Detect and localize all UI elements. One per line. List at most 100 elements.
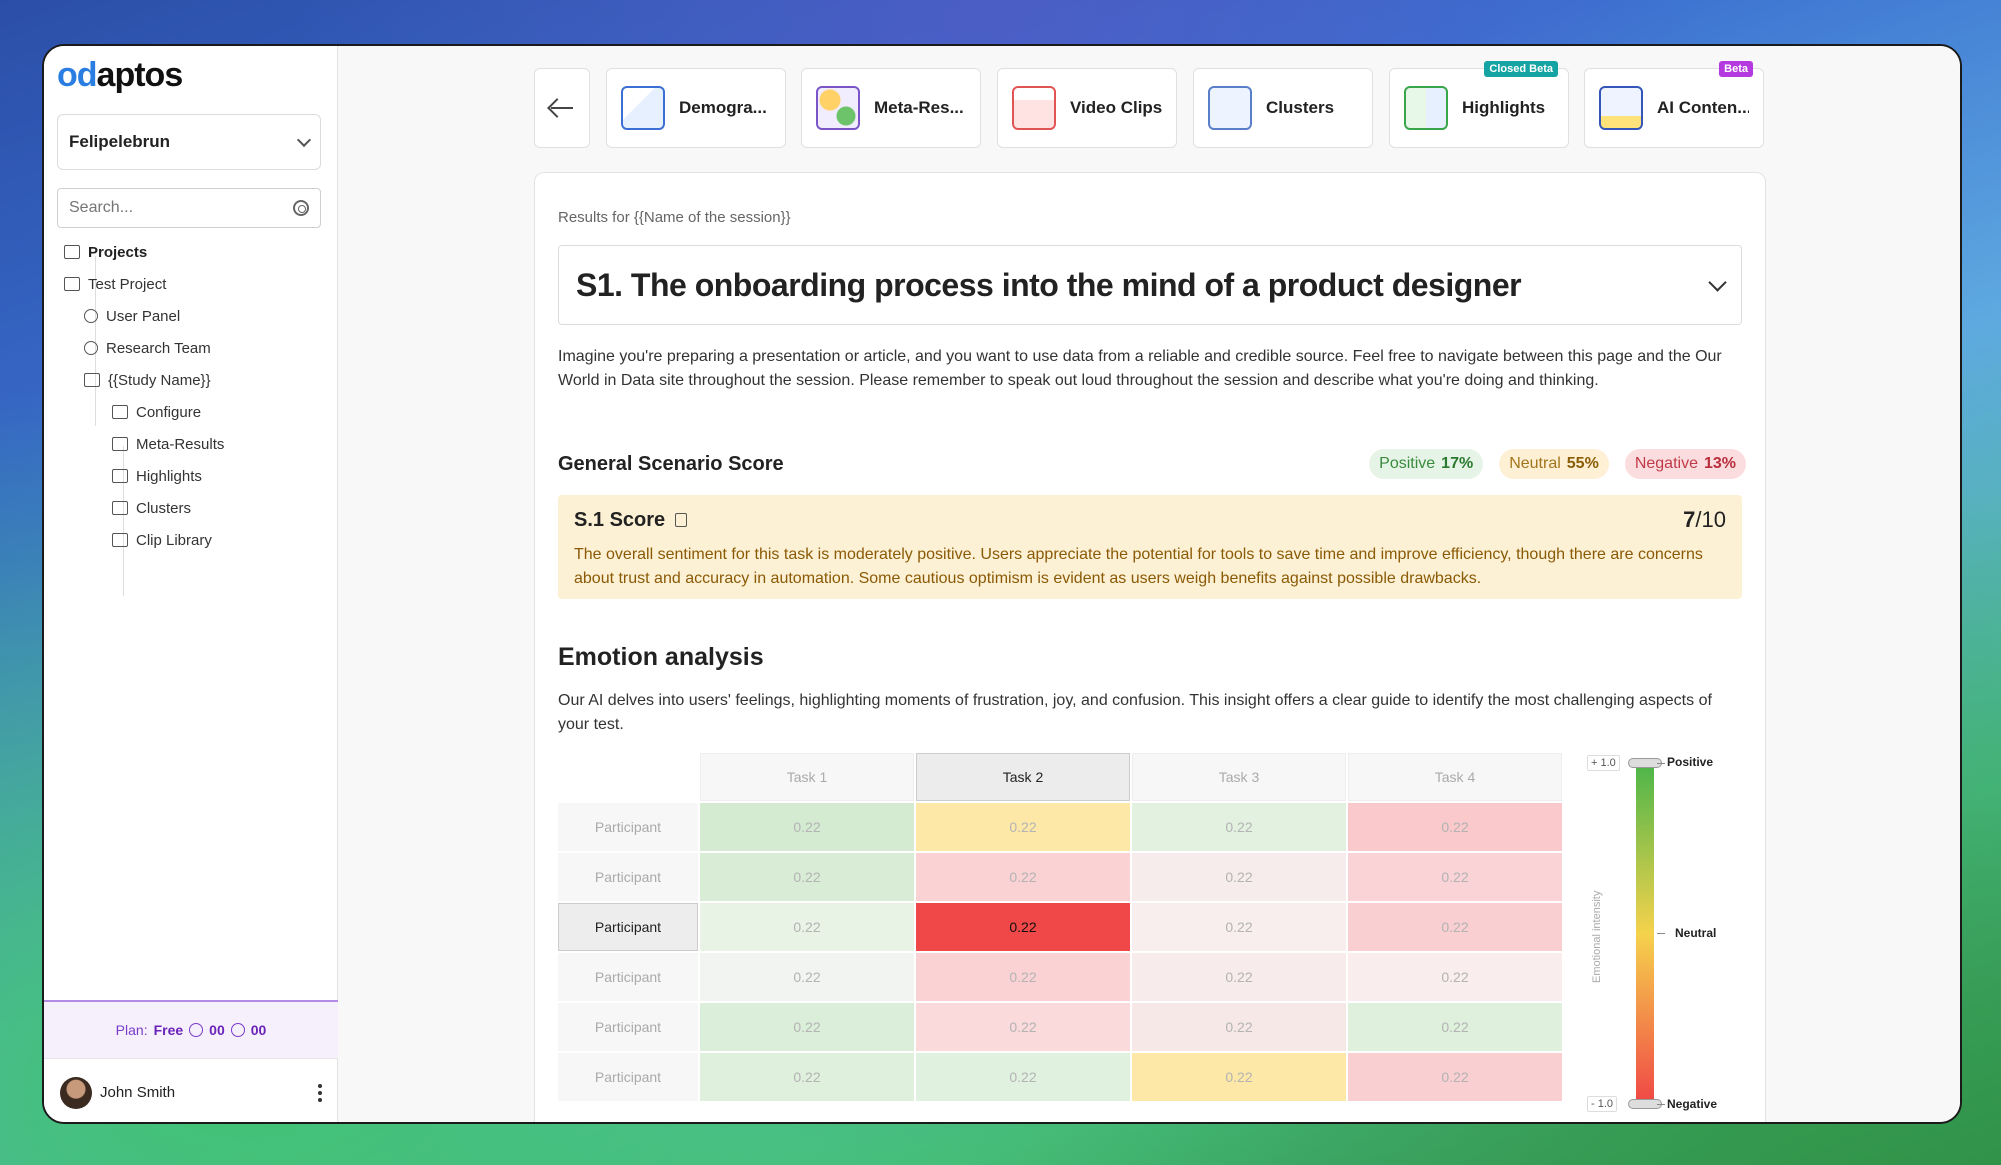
heatmap-cell[interactable]: 0.22 [916, 803, 1130, 851]
score-value: 7/10 [1683, 507, 1726, 533]
tab-label: Highlights [1462, 98, 1546, 117]
logo-part-od: od [57, 56, 98, 94]
clip-library-icon [112, 533, 128, 547]
sidebar-item-clip-library[interactable]: Clip Library [44, 524, 338, 556]
sidebar-item-label: Projects [88, 243, 148, 261]
heatmap-cell[interactable]: 0.22 [700, 953, 914, 1001]
scenario-title: S1. The onboarding process into the mind… [576, 266, 1522, 303]
user-panel-icon [84, 309, 98, 323]
sidebar-item-highlights[interactable]: Highlights [44, 460, 338, 492]
heatmap-cell[interactable]: 0.22 [916, 853, 1130, 901]
heatmap-cell[interactable]: 0.22 [916, 1003, 1130, 1051]
search-box[interactable] [57, 188, 321, 228]
results-for-label: Results for {{Name of the session}} [558, 209, 791, 226]
score-card: S.1 Score 7/10 The overall sentiment for… [558, 495, 1742, 599]
sidebar-item-clusters[interactable]: Clusters [44, 492, 338, 524]
sidebar-item-projects[interactable]: Projects [44, 236, 338, 268]
neutral-value: 55% [1566, 455, 1599, 472]
heatmap-cell[interactable]: 0.22 [1348, 1003, 1562, 1051]
heatmap-cell[interactable]: 0.22 [1132, 953, 1346, 1001]
heatmap-task-header[interactable]: Task 3 [1132, 753, 1346, 801]
main-area: Demogra... Meta-Res... Video Clips Clust… [338, 46, 1960, 1122]
search-input[interactable] [69, 199, 269, 217]
heatmap-participant-label[interactable]: Participant [558, 903, 698, 951]
scenario-selector[interactable]: S1. The onboarding process into the mind… [558, 245, 1742, 325]
heatmap-cell[interactable]: 0.22 [1348, 1053, 1562, 1101]
heatmap-cell[interactable]: 0.22 [700, 903, 914, 951]
sidebar-item-test-project[interactable]: Test Project [44, 268, 338, 300]
heatmap-cell[interactable]: 0.22 [1132, 803, 1346, 851]
heatmap-participant-label[interactable]: Participant [558, 1003, 698, 1051]
heatmap-cell[interactable]: 0.22 [1132, 1053, 1346, 1101]
sidebar-item-study[interactable]: {{Study Name}} [44, 364, 338, 396]
plan-label: Plan: [115, 1022, 148, 1038]
negative-pill: Negative 13% [1624, 449, 1746, 479]
negative-label: Negative [1634, 455, 1698, 472]
neutral-label: Neutral [1509, 455, 1561, 472]
heatmap-cell[interactable]: 0.22 [1348, 953, 1562, 1001]
heatmap-task-header[interactable]: Task 4 [1348, 753, 1562, 801]
heatmap-cell[interactable]: 0.22 [916, 903, 1130, 951]
tab-highlights[interactable]: Closed Beta Highlights [1389, 61, 1569, 148]
sidebar-item-research-team[interactable]: Research Team [44, 332, 338, 364]
tab-video-clips[interactable]: Video Clips [997, 68, 1177, 148]
score-number: 7 [1683, 507, 1696, 532]
closed-beta-badge: Closed Beta [1484, 61, 1558, 77]
heatmap-cell[interactable]: 0.22 [1132, 903, 1346, 951]
heatmap-task-header[interactable]: Task 2 [916, 753, 1130, 801]
tab-label: Video Clips [1070, 98, 1162, 117]
tab-label: Meta-Res... [874, 98, 964, 117]
heatmap-cell[interactable]: 0.22 [700, 1003, 914, 1051]
tab-label: Clusters [1266, 98, 1335, 117]
sidebar-item-meta-results[interactable]: Meta-Results [44, 428, 338, 460]
heatmap-participant-label[interactable]: Participant [558, 953, 698, 1001]
back-button[interactable] [534, 68, 590, 148]
sidebar-nav: Projects Test Project User Panel Researc… [44, 236, 338, 556]
heatmap-cell[interactable]: 0.22 [700, 853, 914, 901]
heatmap-participant-label[interactable]: Participant [558, 803, 698, 851]
heatmap-cell[interactable]: 0.22 [1348, 853, 1562, 901]
configure-icon [112, 405, 128, 419]
score-max: /10 [1695, 507, 1726, 532]
legend-positive-label: Positive [1667, 755, 1714, 769]
sidebar-item-label: Clusters [136, 499, 192, 517]
tree-guide-line [123, 446, 124, 596]
positive-label: Positive [1379, 455, 1436, 472]
copy-icon[interactable] [675, 513, 688, 527]
avatar [60, 1076, 92, 1109]
heatmap-cell[interactable]: 0.22 [1132, 1003, 1346, 1051]
tree-guide-line [95, 256, 96, 426]
sentiment-pills: Positive 17% Neutral 55% Negative 13% [1369, 449, 1746, 479]
heatmap-task-header[interactable]: Task 1 [700, 753, 914, 801]
positive-pill: Positive 17% [1369, 449, 1484, 479]
heatmap-cell[interactable]: 0.22 [916, 1053, 1130, 1101]
user-profile[interactable]: John Smith [44, 1058, 338, 1122]
arrow-left-icon [551, 107, 573, 109]
team-icon [84, 341, 98, 355]
emotion-legend: + 1.0 Positive Neutral - 1.0 Negative Em… [1587, 753, 1767, 1122]
heatmap-cell[interactable]: 0.22 [1348, 903, 1562, 951]
tab-meta-results[interactable]: Meta-Res... [801, 68, 981, 148]
tab-demographics[interactable]: Demogra... [606, 68, 786, 148]
heatmap-participant-label[interactable]: Participant [558, 853, 698, 901]
heatmap-cell[interactable]: 0.22 [916, 953, 1130, 1001]
heatmap-cell[interactable]: 0.22 [700, 1053, 914, 1101]
positive-value: 17% [1441, 455, 1474, 472]
odaptos-logo[interactable]: odaptos [57, 56, 183, 95]
more-options-icon[interactable] [318, 1083, 322, 1102]
tab-ai-content[interactable]: Beta AI Conten... [1584, 61, 1764, 148]
plan-banner[interactable]: Plan: Free 00 00 [44, 1000, 338, 1058]
sidebar-item-configure[interactable]: Configure [44, 396, 338, 428]
sidebar: odaptos Felipelebrun Projects Test Proje… [44, 46, 338, 1122]
results-panel: Results for {{Name of the session}} S1. … [534, 172, 1767, 1122]
search-icon[interactable] [293, 200, 309, 216]
sidebar-item-user-panel[interactable]: User Panel [44, 300, 338, 332]
heatmap-cell[interactable]: 0.22 [1132, 853, 1346, 901]
heatmap-cell[interactable]: 0.22 [700, 803, 914, 851]
projects-icon [64, 245, 80, 259]
sidebar-item-label: Test Project [88, 275, 167, 293]
tab-clusters[interactable]: Clusters [1193, 68, 1373, 148]
workspace-selector[interactable]: Felipelebrun [57, 114, 321, 170]
heatmap-cell[interactable]: 0.22 [1348, 803, 1562, 851]
heatmap-participant-label[interactable]: Participant [558, 1053, 698, 1101]
